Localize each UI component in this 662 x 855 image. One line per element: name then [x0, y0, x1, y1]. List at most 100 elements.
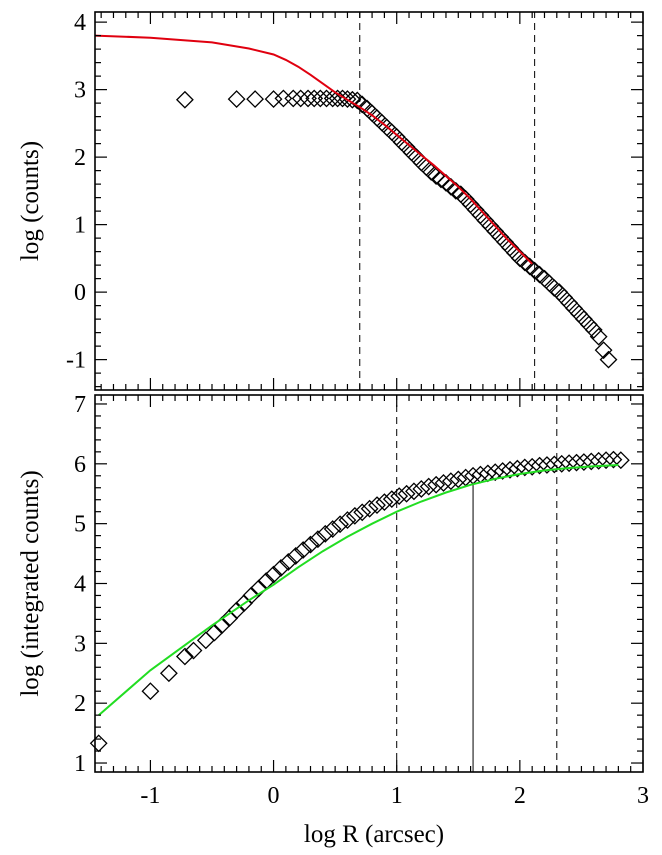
- bottom-y-tick-label: 5: [74, 512, 86, 538]
- bottom-panel: 1 2 3 4 5 6 7 -1 0 1 2 3 log (integrated counts) lo…: [17, 392, 649, 848]
- top-data-point: [323, 89, 342, 108]
- bottom-data-point: [530, 456, 549, 475]
- bottom-x-tick-label: -1: [140, 783, 160, 809]
- bottom-data-point: [427, 475, 446, 494]
- bottom-y-tick-label: 7: [74, 392, 86, 418]
- bottom-data-point: [449, 470, 468, 489]
- bottom-data-point: [184, 641, 203, 660]
- bottom-data-point: [397, 484, 416, 503]
- bottom-data-point: [360, 499, 379, 518]
- bottom-data-point: [227, 601, 246, 620]
- bottom-data-point: [419, 477, 438, 496]
- bottom-data-point: [331, 515, 349, 534]
- bottom-data-point: [611, 451, 630, 470]
- bottom-y-tick-label: 3: [74, 631, 86, 657]
- bottom-data-point: [597, 451, 615, 470]
- top-panel-frame: [94, 11, 644, 391]
- top-data-point: [560, 294, 579, 312]
- top-data-point: [427, 167, 446, 185]
- top-data-point: [305, 89, 324, 108]
- bottom-data-point: [560, 454, 579, 473]
- bottom-data-point: [456, 468, 475, 487]
- bottom-data-point: [294, 541, 313, 559]
- top-data-point: [570, 304, 588, 323]
- bottom-data-point: [552, 454, 571, 473]
- bottom-data-point: [353, 503, 372, 522]
- bottom-panel-x-axis-label: log R (arcsec): [304, 821, 444, 848]
- bottom-data-point: [316, 524, 335, 543]
- top-data-point: [584, 321, 603, 339]
- bottom-data-point: [434, 474, 453, 492]
- top-data-point: [579, 315, 598, 334]
- top-data-point: [317, 89, 336, 108]
- bottom-fit-line: [98, 464, 619, 716]
- top-y-tick-label: 1: [74, 213, 86, 239]
- top-y-tick-label: 3: [74, 78, 86, 104]
- top-data-point: [274, 89, 293, 108]
- bottom-data-point: [375, 493, 394, 512]
- bottom-data-point: [441, 472, 460, 491]
- bottom-data-point: [574, 453, 593, 471]
- top-data-point: [574, 310, 593, 329]
- bottom-data-point: [508, 459, 527, 478]
- bottom-data-point: [493, 462, 512, 480]
- top-data-point: [284, 89, 303, 108]
- bottom-data-point: [89, 734, 108, 753]
- bottom-data-point: [345, 506, 364, 525]
- bottom-data-point: [279, 553, 298, 571]
- top-data-point: [246, 90, 265, 108]
- top-fit-line: [94, 34, 533, 265]
- bottom-y-tick-label: 4: [74, 572, 86, 598]
- bottom-panel-ticks: [95, 395, 644, 772]
- bottom-data-point: [323, 520, 342, 538]
- bottom-data-point: [141, 682, 160, 701]
- bottom-data-point: [405, 482, 423, 501]
- bottom-data-point: [308, 530, 327, 549]
- bottom-data-point: [589, 451, 608, 470]
- top-data-point: [343, 90, 362, 109]
- top-y-tick-label: -1: [66, 348, 86, 374]
- bottom-y-tick-label: 1: [74, 751, 86, 777]
- bottom-x-tick-label: 1: [391, 783, 403, 809]
- top-panel-tick-labels: -1 0 1 2 3 4: [66, 10, 86, 374]
- bottom-data-point: [515, 458, 534, 477]
- bottom-data-point: [286, 547, 305, 565]
- bottom-x-tick-label: 3: [637, 783, 649, 809]
- bottom-data-point: [338, 511, 357, 529]
- bottom-data-point: [501, 460, 519, 479]
- bottom-panel-frame: [94, 394, 644, 773]
- bottom-data-point: [523, 457, 542, 476]
- bottom-data-point: [205, 623, 224, 642]
- top-data-point: [227, 90, 246, 108]
- bottom-panel-tick-labels: 1 2 3 4 5 6 7 -1 0 1 2 3: [74, 392, 649, 809]
- bottom-x-tick-label: 2: [514, 783, 526, 809]
- top-y-tick-label: 4: [74, 10, 86, 36]
- bottom-data-point: [242, 586, 261, 605]
- bottom-data-point: [390, 487, 409, 506]
- top-data-point: [446, 181, 465, 200]
- top-panel: -1 0 1 2 3 4 log (counts): [17, 10, 644, 391]
- bottom-panel-marks: [89, 395, 630, 772]
- bottom-data-point: [545, 455, 564, 474]
- top-data-point: [311, 89, 330, 108]
- bottom-data-point: [538, 456, 556, 474]
- top-data-point: [291, 89, 310, 108]
- bottom-data-point: [368, 496, 386, 515]
- bottom-data-point: [582, 452, 601, 471]
- bottom-data-point: [604, 450, 623, 469]
- top-data-point: [594, 341, 613, 360]
- bottom-data-point: [175, 647, 194, 666]
- bottom-data-point: [382, 490, 401, 509]
- top-panel-y-axis-label: log (counts): [17, 141, 44, 261]
- bottom-y-tick-label: 2: [74, 691, 86, 717]
- bottom-data-point: [159, 664, 178, 683]
- bottom-data-point: [567, 453, 586, 472]
- bottom-data-point: [412, 480, 431, 498]
- bottom-x-tick-label: 0: [268, 783, 280, 809]
- top-y-tick-label: 0: [74, 280, 86, 306]
- top-data-point: [299, 89, 317, 108]
- bottom-panel-y-axis-label: log (integrated counts): [17, 470, 44, 696]
- top-data-point: [175, 90, 194, 109]
- bottom-data-point: [272, 559, 290, 577]
- top-data-point: [565, 299, 583, 318]
